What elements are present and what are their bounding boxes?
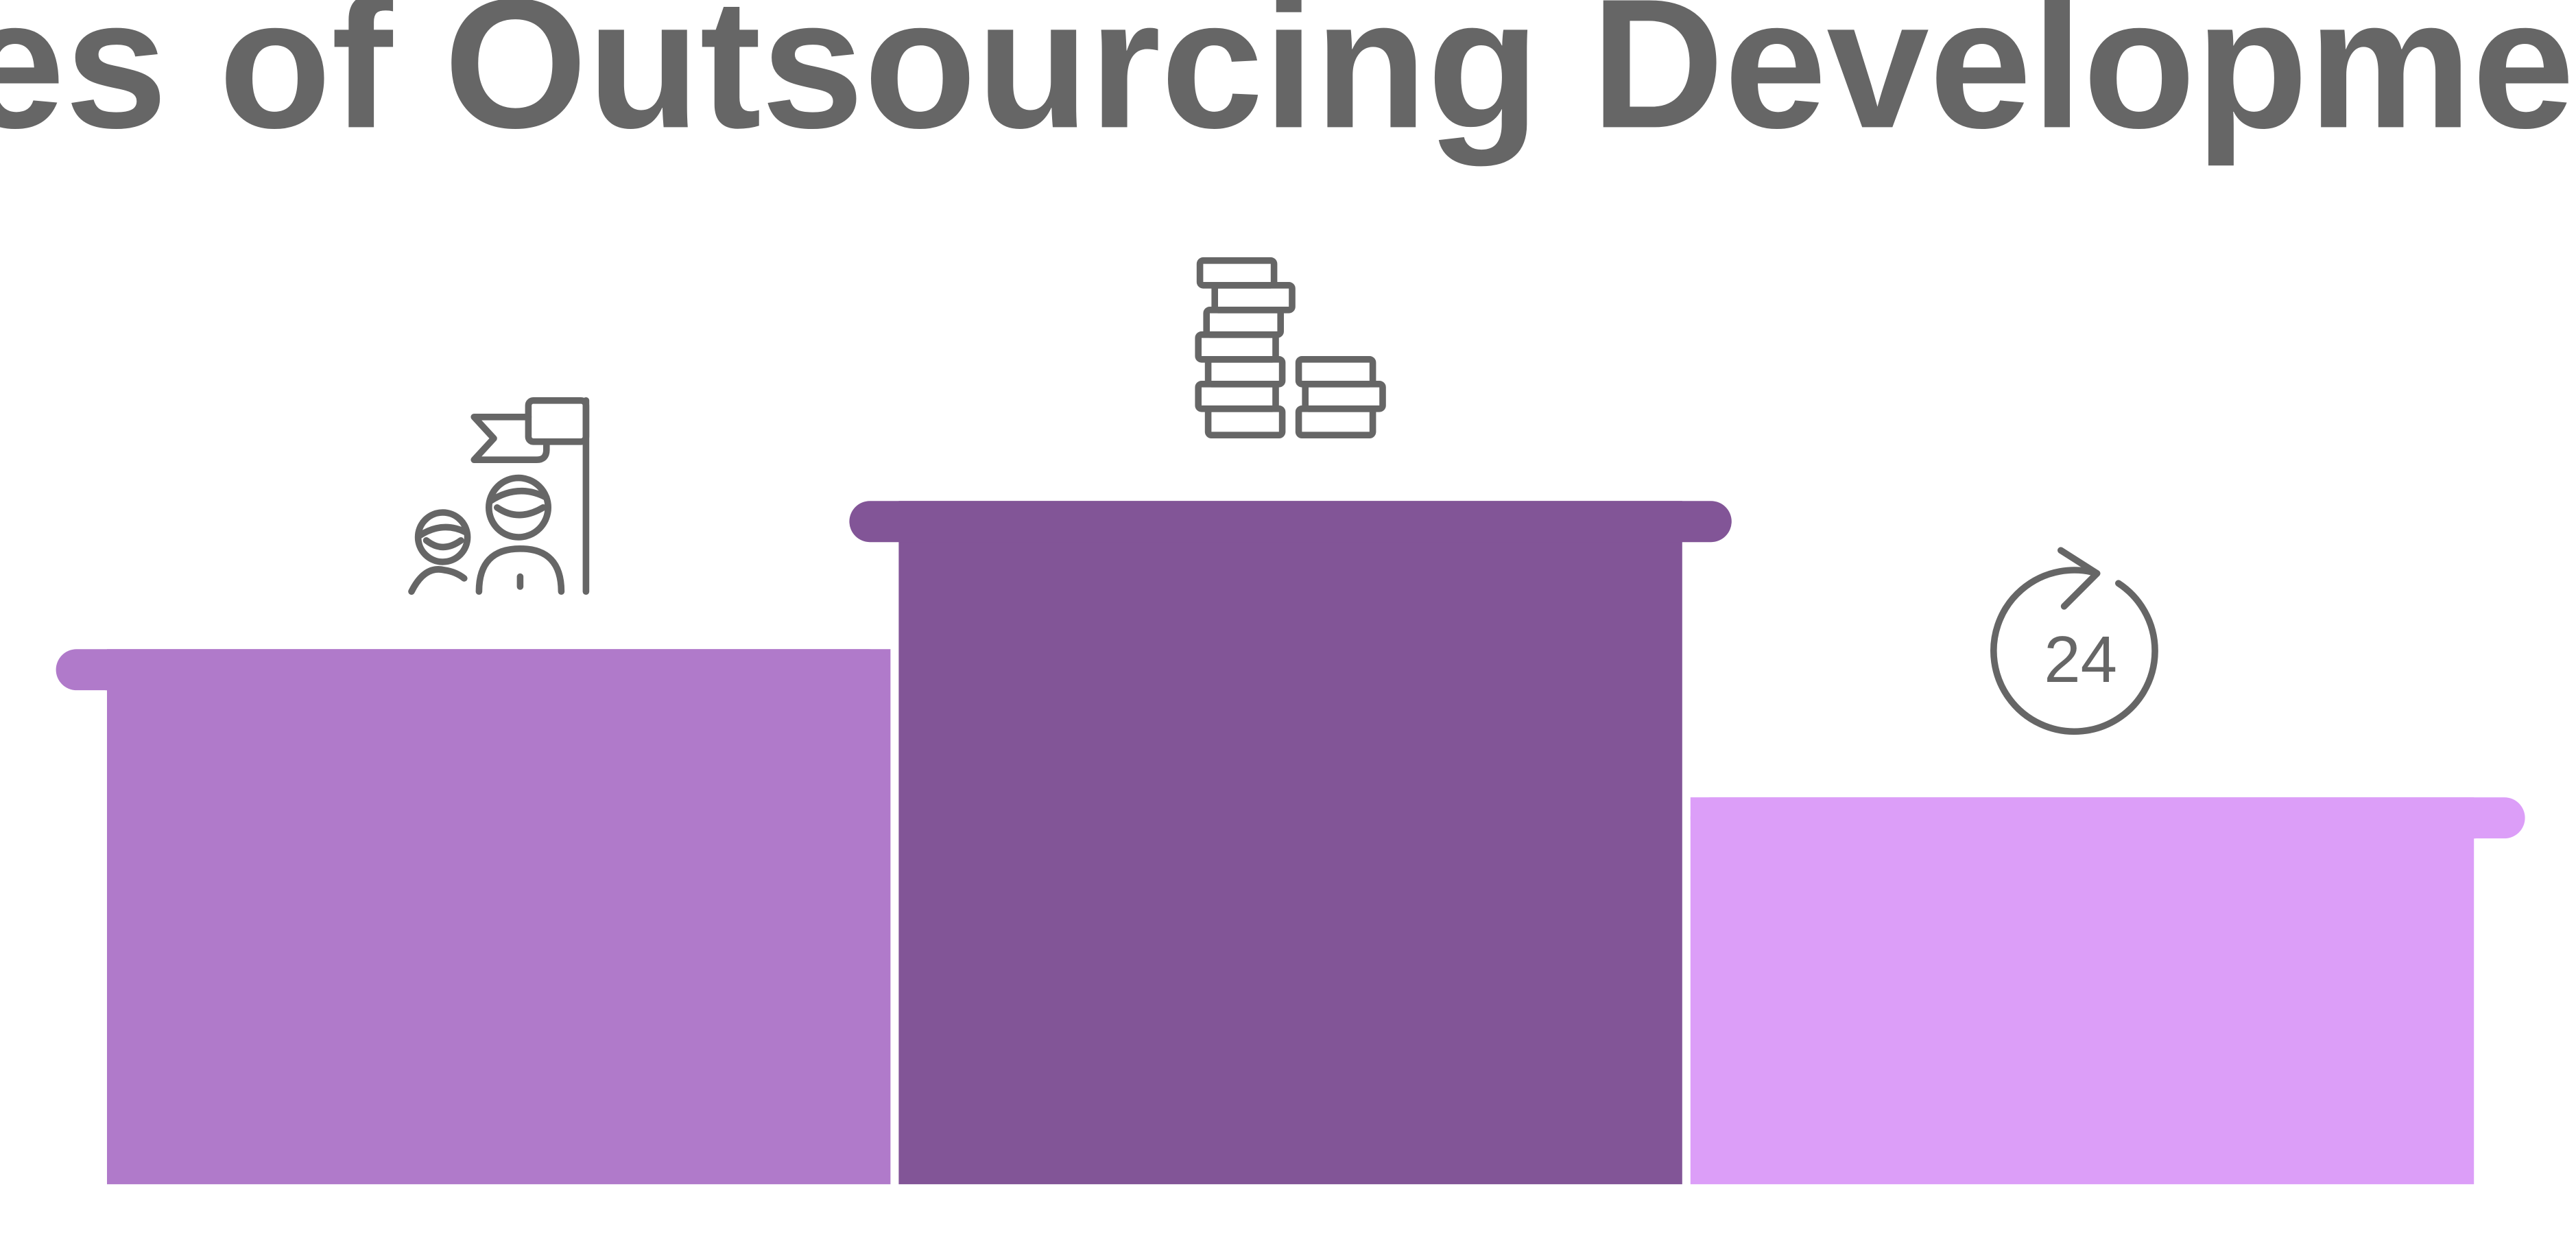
podium-block-left xyxy=(56,649,891,1185)
podium-block-center xyxy=(849,501,1732,1185)
podium-block-left-lip xyxy=(56,649,890,691)
24-hour-cycle-label: 24 xyxy=(2044,623,2117,696)
podium-block-center-lip xyxy=(849,501,1732,543)
podium-block-left-body xyxy=(107,649,891,1185)
podium-block-left-lip-notch xyxy=(75,690,106,700)
coin-stacks-icon xyxy=(1195,257,1386,438)
podium-block-right-body xyxy=(1690,797,2474,1185)
24-hour-cycle-icon xyxy=(1990,547,2158,735)
podium-block-right-lip xyxy=(1690,797,2525,839)
podium-block-right xyxy=(1690,797,2525,1185)
page-title: Advantages of Outsourcing Development to… xyxy=(0,0,2576,167)
podium-block-right-lip-notch xyxy=(2475,838,2505,849)
podium-block-center-body xyxy=(898,501,1682,1185)
team-flag-icon xyxy=(408,397,590,595)
